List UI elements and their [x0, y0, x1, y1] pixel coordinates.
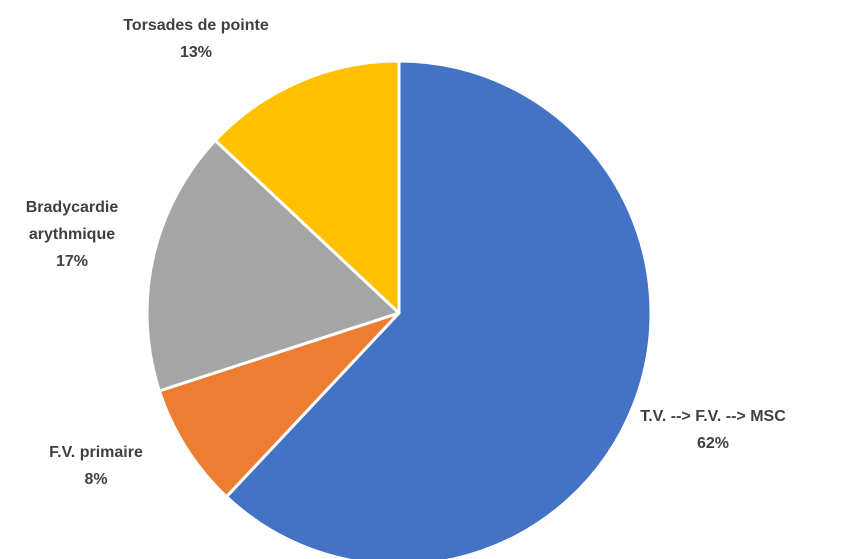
category-label: Bradycardie arythmique	[25, 199, 119, 243]
pie-slice	[213, 59, 401, 315]
slice-label: T.V. --> F.V. --> MSC 62%	[598, 403, 828, 457]
slice-label: Bradycardie arythmique 17%	[2, 194, 142, 275]
value-label: 62%	[696, 435, 730, 452]
value-label: 13%	[179, 44, 213, 61]
category-label: T.V. --> F.V. --> MSC	[640, 408, 786, 425]
category-label: Torsades de pointe	[123, 17, 269, 34]
slice-label: F.V. primaire 8%	[16, 439, 176, 493]
category-label: F.V. primaire	[49, 444, 143, 461]
slice-label: Torsades de pointe 13%	[76, 12, 316, 66]
value-label: 8%	[84, 471, 108, 488]
pie-slice	[224, 59, 653, 559]
pie-slice	[145, 138, 401, 393]
value-label: 17%	[55, 253, 89, 270]
pie-slice	[157, 311, 401, 499]
